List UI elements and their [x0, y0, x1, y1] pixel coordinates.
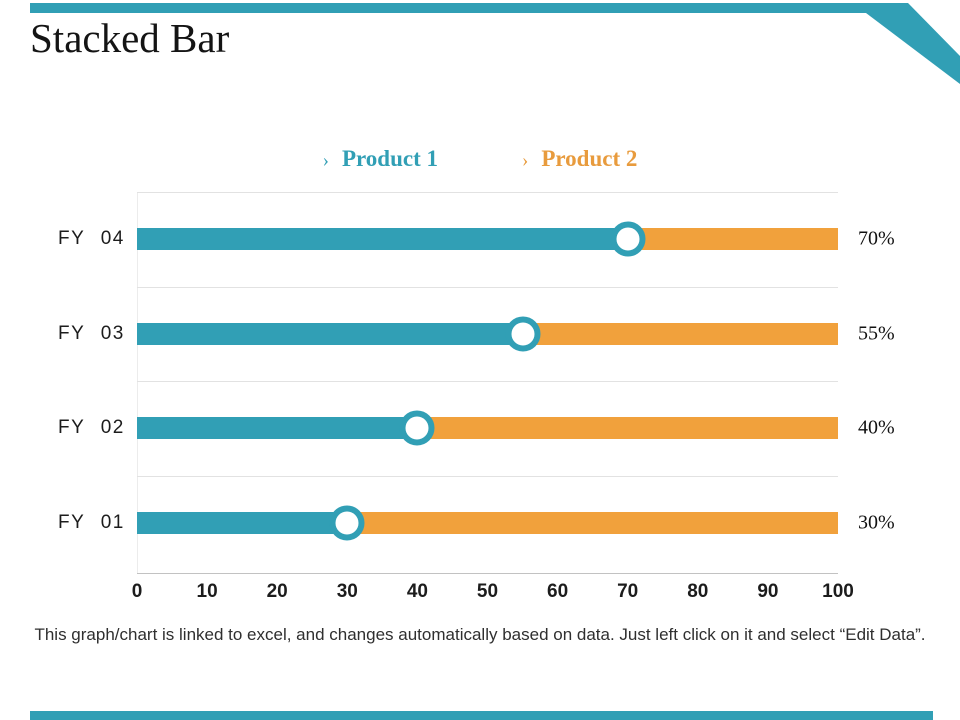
divider-circle-marker[interactable]: [610, 221, 646, 257]
bar-row: [137, 228, 838, 251]
x-axis-tick-label: 20: [266, 581, 288, 602]
x-axis-tick-label: 70: [617, 581, 639, 602]
chevron-bullet-icon: ›: [522, 150, 529, 171]
bar-row: [137, 417, 838, 440]
product2-bar-segment[interactable]: [347, 511, 838, 534]
divider-circle-marker[interactable]: [329, 505, 365, 541]
category-label: FY 02: [58, 417, 125, 439]
footer-note: This graph/chart is linked to excel, and…: [34, 625, 926, 644]
gridline: [137, 286, 838, 288]
y-axis-line: [137, 192, 138, 573]
x-axis-tick-label: 100: [822, 581, 854, 602]
category-label: FY 03: [58, 322, 125, 344]
bar-row: [137, 511, 838, 534]
value-label: 40%: [858, 416, 895, 439]
category-label: FY 01: [58, 511, 125, 533]
gridline: [137, 381, 838, 382]
product1-bar-segment[interactable]: [137, 417, 418, 440]
category-label: FY 04: [58, 228, 125, 250]
x-axis-tick-label: 80: [687, 581, 709, 602]
x-axis-tick-label: 10: [196, 581, 218, 602]
gridline: [137, 475, 838, 477]
chevron-bullet-icon: ›: [322, 150, 329, 171]
legend-item-product1[interactable]: › Product 1: [323, 146, 438, 172]
legend-item-product2[interactable]: › Product 2: [522, 146, 637, 172]
x-axis-tick-label: 90: [757, 581, 779, 602]
x-axis-tick-label: 50: [476, 581, 499, 602]
product2-bar-segment[interactable]: [417, 417, 838, 440]
legend-label: Product 2: [541, 146, 638, 171]
top-accent-bar: [30, 3, 868, 13]
corner-ribbon-shape: [866, 3, 960, 84]
x-axis-tick-label: 30: [336, 581, 358, 602]
product2-bar-segment[interactable]: [627, 228, 838, 251]
value-label: 55%: [858, 322, 895, 345]
value-label: 70%: [858, 227, 895, 250]
x-axis-tick-label: 60: [547, 581, 569, 602]
product1-bar-segment[interactable]: [137, 228, 628, 251]
product1-bar-segment[interactable]: [137, 322, 523, 345]
bar-row: [137, 322, 838, 345]
x-axis-tick-label: 0: [131, 581, 143, 602]
x-axis-line: [137, 573, 838, 574]
legend-label: Product 1: [341, 146, 438, 171]
bottom-accent-bar: [30, 711, 933, 720]
chart-plot-area[interactable]: FY 04 70% FY 03 55% FY 02 40% FY 01 30% 0 10 20 30 4…: [58, 192, 895, 602]
divider-circle-marker[interactable]: [505, 316, 541, 352]
chart-legend: › Product 1 › Product 2: [0, 146, 960, 172]
product1-bar-segment[interactable]: [137, 511, 348, 534]
gridline: [137, 192, 838, 193]
value-label: 30%: [858, 511, 895, 534]
product2-bar-segment[interactable]: [522, 322, 838, 345]
divider-circle-marker[interactable]: [399, 410, 435, 446]
x-axis-tick-label: 40: [406, 581, 428, 602]
page-title: Stacked Bar: [30, 15, 230, 61]
